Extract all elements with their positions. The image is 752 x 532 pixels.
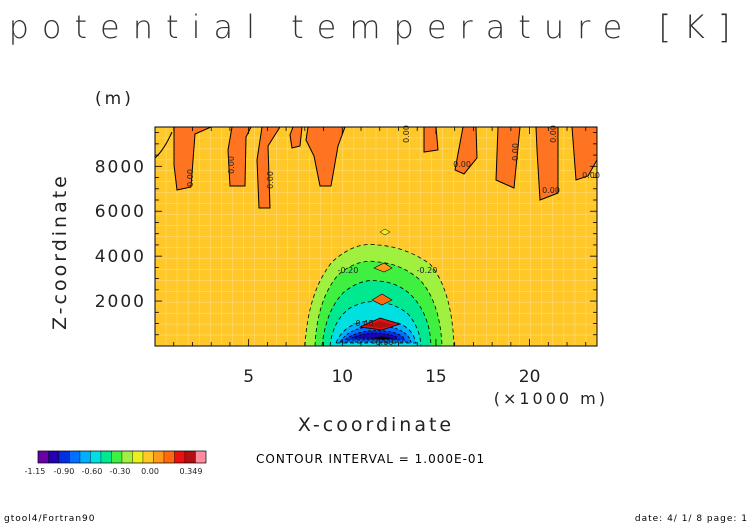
colorbar-label: -0.90	[54, 467, 75, 476]
contour-value-label: 0.00	[542, 186, 560, 195]
contour-value-label: 0.00	[453, 160, 471, 169]
contour-value-label: 0.00	[186, 169, 195, 187]
positive-anomaly-region	[227, 127, 252, 187]
contour-value-label: 0.00	[266, 171, 275, 189]
y-tick-label: 6000	[95, 202, 146, 222]
positive-anomaly-region	[373, 262, 393, 273]
x-tick-label: 15	[425, 367, 447, 387]
colorbar-swatch	[132, 450, 144, 464]
colorbar-swatch	[58, 450, 70, 464]
colorbar-swatch	[195, 450, 207, 464]
positive-anomaly-region	[454, 127, 478, 175]
contour-value-label: 0.00	[511, 143, 520, 161]
x-tick-label: 10	[331, 367, 353, 387]
colorbar: -1.15 -0.90 -0.60 -0.30 0.00 0.349	[25, 450, 207, 476]
footer-right-text: date: 4/ 1/ 8 page: 1	[634, 514, 748, 524]
colorbar-swatch	[163, 450, 175, 464]
plot-frame	[154, 126, 598, 347]
contour-value-label: 0.00	[549, 125, 558, 143]
colorbar-label: -0.30	[110, 467, 131, 476]
positive-anomaly-region	[495, 127, 521, 189]
colorbar-swatch	[79, 450, 91, 464]
positive-anomaly-region	[371, 293, 393, 306]
y-tick-label: 2000	[95, 292, 146, 312]
colorbar-frame	[37, 450, 207, 464]
contour-line	[155, 131, 173, 159]
y-unit-label: (m)	[95, 89, 134, 109]
colorbar-swatch	[69, 450, 81, 464]
colorbar-swatch	[184, 450, 196, 464]
colorbar-swatch	[90, 450, 102, 464]
x-unit-label: (×1000 m)	[494, 389, 608, 408]
contour-value-label: -0.20	[417, 266, 438, 275]
positive-anomaly-region	[379, 228, 391, 236]
contour-value-label: 0.00	[227, 156, 236, 174]
colorbar-label: 0.00	[141, 467, 159, 476]
positive-anomaly-region	[366, 321, 394, 328]
y-axis-label: Z-coordinate	[49, 173, 71, 330]
y-tick-label: 4000	[95, 247, 146, 267]
colorbar-label: 0.349	[180, 467, 203, 476]
positive-anomaly-region	[571, 127, 597, 181]
colorbar-swatch	[153, 450, 165, 464]
contour-value-label: 0.00	[402, 125, 411, 143]
positive-anomaly-region	[305, 127, 346, 187]
colorbar-swatch	[142, 450, 154, 464]
colorbar-swatch	[111, 450, 123, 464]
positive-anomaly-region	[423, 127, 439, 153]
positive-anomaly-region	[289, 127, 303, 149]
colorbar-swatch	[100, 450, 112, 464]
contour-value-label: -0.20	[338, 266, 359, 275]
negative-anomaly-core	[372, 336, 392, 340]
x-tick-label: 20	[519, 367, 541, 387]
x-axis-label: X-coordinate	[298, 414, 454, 436]
positive-anomaly-region	[173, 127, 212, 191]
colorbar-label: -0.60	[82, 467, 103, 476]
chart-title: potential temperature [K]	[8, 8, 744, 46]
footer-left-text: gtool4/Fortran90	[4, 514, 96, 524]
positive-anomaly-region	[256, 127, 281, 209]
y-tick-label: 8000	[95, 157, 146, 177]
contour-value-label: 0.00	[582, 171, 600, 180]
colorbar-swatch	[174, 450, 186, 464]
contour-value-label: -0.60	[373, 338, 394, 347]
colorbar-label: -1.15	[25, 467, 46, 476]
colorbar-swatch	[121, 450, 133, 464]
contour-value-label: -0.40	[353, 319, 374, 328]
colorbar-swatch	[37, 450, 49, 464]
x-tick-label: 5	[243, 367, 254, 387]
contour-interval-note: CONTOUR INTERVAL = 1.000E-01	[256, 452, 486, 466]
colorbar-swatch	[48, 450, 60, 464]
positive-anomaly-region	[535, 127, 559, 201]
